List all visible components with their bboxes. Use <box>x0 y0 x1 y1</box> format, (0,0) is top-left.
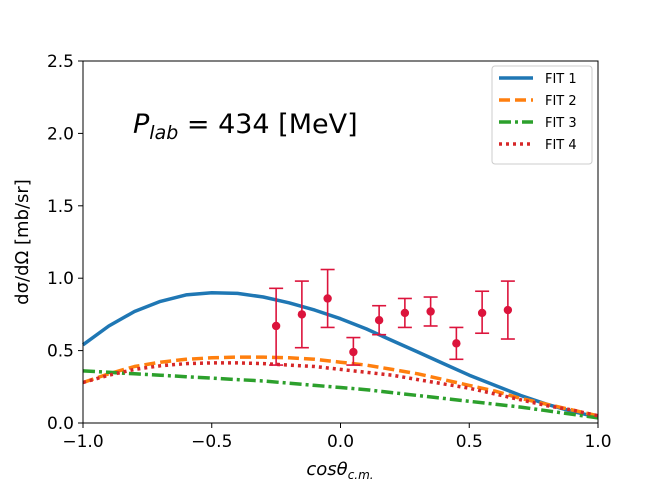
x-tick-label: 0.5 <box>456 432 483 452</box>
data-point <box>297 310 307 319</box>
annotation-value: = 434 [MeV] <box>178 109 357 140</box>
y-axis-label: dσ/dΩ [mb/sr] <box>12 179 33 305</box>
y-tick-label: 0.0 <box>47 414 74 434</box>
data-point <box>374 315 384 325</box>
series-line-fit-3 <box>82 369 599 420</box>
x-tick-label: −0.5 <box>191 432 232 452</box>
annotation-symbol: P <box>133 109 150 140</box>
series-line-fit-2 <box>82 355 599 418</box>
x-tick-label: 0.0 <box>327 432 354 452</box>
data-points <box>269 268 515 366</box>
fit-curves <box>81 290 599 420</box>
y-axis-ticks: 0.0 0.5 1.0 1.5 2.0 2.5 <box>47 52 83 434</box>
data-point <box>400 308 410 318</box>
y-tick-label: 1.0 <box>47 269 74 289</box>
legend-items: FIT 1 FIT 2 FIT 3 FIT 4 <box>499 72 577 153</box>
x-axis-label-sub: c.m. <box>348 468 374 482</box>
legend-label-fit-4: FIT 4 <box>545 138 577 153</box>
y-tick-label: 1.5 <box>47 197 74 217</box>
legend-box <box>491 65 593 165</box>
series-line-fit-1 <box>81 290 599 419</box>
series-line-fit-4 <box>82 361 599 418</box>
data-point <box>452 339 461 348</box>
y-tick-label: 0.5 <box>47 342 74 362</box>
momentum-annotation: Plab = 434 [MeV] <box>133 109 358 144</box>
legend-label-fit-3: FIT 3 <box>545 116 577 131</box>
x-axis-label-main: cosθ <box>306 459 347 480</box>
legend-label-fit-2: FIT 2 <box>545 94 577 109</box>
x-axis-ticks: −1.0 −0.5 0.0 0.5 1.0 <box>62 423 612 452</box>
data-point <box>503 305 513 315</box>
legend-label-fit-1: FIT 1 <box>545 72 577 87</box>
y-tick-label: 2.0 <box>47 124 74 144</box>
x-tick-label: −1.0 <box>62 432 103 452</box>
y-tick-label: 2.5 <box>47 52 74 72</box>
data-point <box>477 308 487 318</box>
data-point <box>323 294 332 303</box>
legend: FIT 1 FIT 2 FIT 3 FIT 4 <box>491 65 593 165</box>
data-point <box>426 307 435 316</box>
data-point <box>349 347 358 357</box>
x-tick-label: 1.0 <box>584 432 611 452</box>
annotation-subscript: lab <box>149 122 178 144</box>
x-axis-label: cosθc.m. <box>306 459 373 482</box>
data-point <box>271 321 281 331</box>
